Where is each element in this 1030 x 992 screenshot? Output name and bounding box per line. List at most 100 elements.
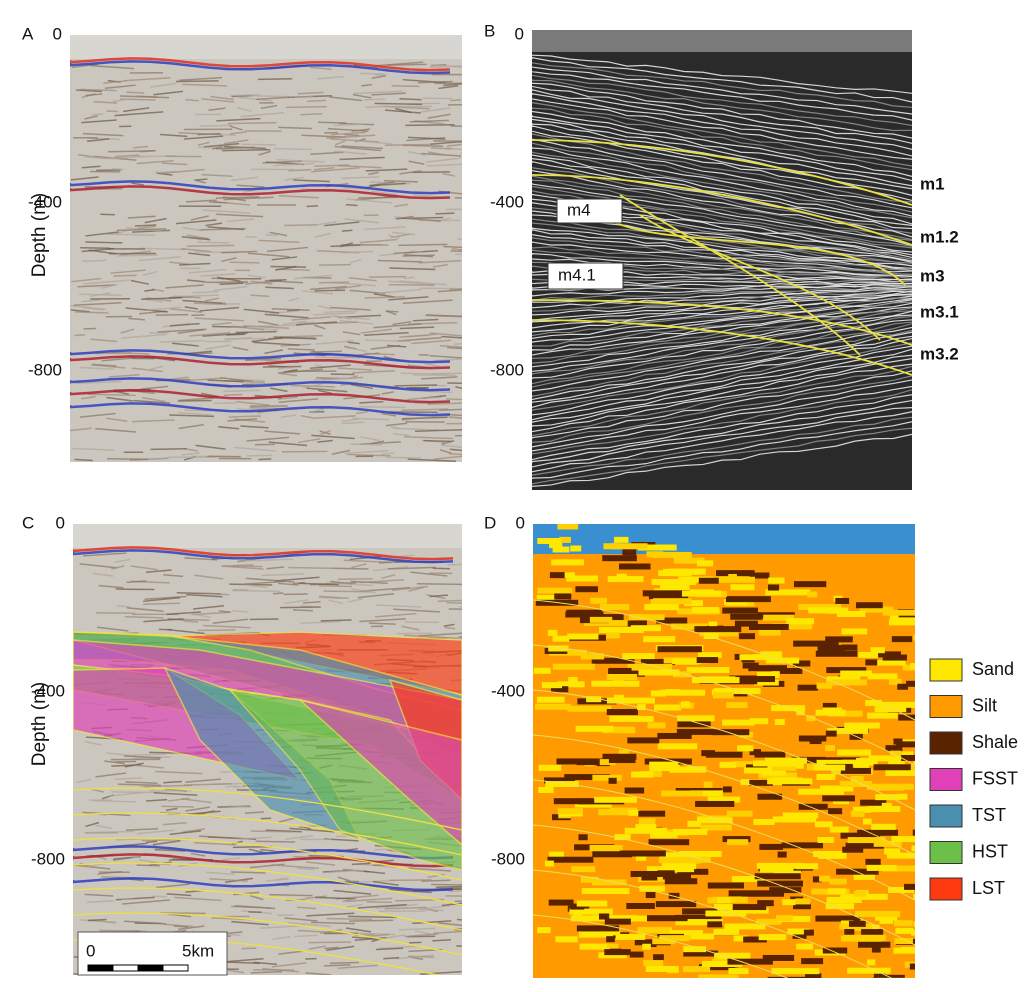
texture — [394, 385, 437, 386]
texture — [273, 593, 283, 594]
facies-cell — [726, 596, 771, 602]
texture — [256, 841, 296, 842]
facies-cell — [804, 930, 814, 936]
scale-label: 0 — [86, 941, 95, 960]
texture — [282, 451, 328, 452]
facies-cell — [538, 588, 573, 594]
facies-cell — [649, 839, 690, 845]
facies-cell — [856, 602, 883, 608]
facies-cell — [644, 604, 678, 610]
texture — [293, 610, 313, 611]
texture — [319, 586, 352, 587]
texture — [161, 806, 193, 807]
facies-cell — [694, 626, 741, 632]
facies-cell — [728, 968, 748, 974]
legend-label: Sand — [972, 659, 1014, 679]
texture — [381, 453, 394, 454]
facies-cell — [626, 903, 655, 909]
scale-label: 5km — [182, 941, 214, 960]
texture — [319, 265, 351, 266]
texture — [150, 449, 186, 450]
texture — [286, 107, 327, 108]
texture — [462, 275, 512, 276]
texture — [300, 114, 322, 115]
panel-c-image — [73, 524, 499, 980]
facies-cell — [828, 808, 842, 814]
facies-cell — [892, 836, 919, 842]
texture — [449, 454, 464, 455]
facies-cell — [855, 911, 900, 917]
facies-cell — [539, 765, 562, 771]
texture — [149, 790, 192, 791]
facies-cell — [695, 801, 734, 807]
facies-cell — [635, 824, 656, 830]
texture — [117, 606, 130, 607]
facies-cell — [739, 633, 755, 639]
facies-cell — [669, 767, 705, 773]
facies-cell — [837, 750, 871, 756]
facies-cell — [753, 760, 801, 766]
facies-cell — [750, 718, 769, 724]
texture — [74, 335, 85, 336]
texture — [385, 145, 430, 146]
facies-cell — [723, 786, 732, 792]
facies-cell — [537, 697, 565, 703]
facies-cell — [885, 770, 931, 776]
texture — [457, 920, 497, 923]
facies-cell — [690, 933, 714, 939]
facies-cell — [574, 910, 582, 916]
facies-cell — [571, 866, 595, 872]
facies-cell — [727, 811, 753, 817]
facies-cell — [578, 834, 587, 840]
texture — [459, 607, 495, 608]
facies-cell — [590, 845, 623, 851]
facies-cell — [727, 839, 748, 845]
panel-letter: D — [484, 513, 496, 532]
texture — [448, 104, 490, 105]
facies-cell — [609, 757, 636, 763]
facies-cell — [599, 913, 609, 919]
facies-cell — [616, 934, 646, 940]
texture — [100, 214, 114, 215]
facies-cell — [844, 929, 854, 935]
texture — [435, 213, 454, 214]
texture — [226, 334, 245, 335]
facies-cell — [653, 552, 692, 558]
facies-cell — [801, 958, 823, 964]
texture — [270, 267, 306, 268]
facies-cell — [857, 830, 898, 836]
facies-cell — [913, 635, 947, 641]
facies-cell — [575, 586, 598, 592]
facies-cell — [874, 764, 911, 770]
facies-cell — [889, 619, 919, 625]
texture — [307, 206, 318, 207]
texture — [310, 351, 342, 352]
facies-cell — [659, 857, 695, 863]
facies-cell — [840, 671, 872, 677]
texture — [126, 92, 144, 93]
texture — [364, 99, 386, 100]
facies-cell — [677, 729, 713, 735]
facies-cell — [658, 743, 697, 749]
scale-segment — [88, 965, 113, 971]
facies-cell — [826, 903, 854, 909]
texture — [333, 568, 368, 569]
facies-cell — [656, 901, 696, 907]
facies-cell — [795, 898, 810, 904]
facies-cell — [629, 810, 640, 816]
facies-cell — [534, 668, 551, 674]
texture — [387, 457, 421, 458]
legend-label: HST — [972, 841, 1008, 861]
facies-cell — [739, 654, 779, 660]
horizon-label: m4.1 — [558, 265, 596, 284]
legend-swatch — [930, 769, 962, 791]
facies-cell — [861, 929, 883, 935]
tick-label: 0 — [515, 24, 524, 43]
panel-a-image — [70, 35, 511, 462]
texture — [270, 280, 287, 281]
facies-cell — [842, 628, 868, 634]
facies-cell — [711, 729, 749, 735]
texture — [231, 872, 266, 873]
facies-cell — [631, 625, 661, 631]
texture — [232, 591, 280, 592]
